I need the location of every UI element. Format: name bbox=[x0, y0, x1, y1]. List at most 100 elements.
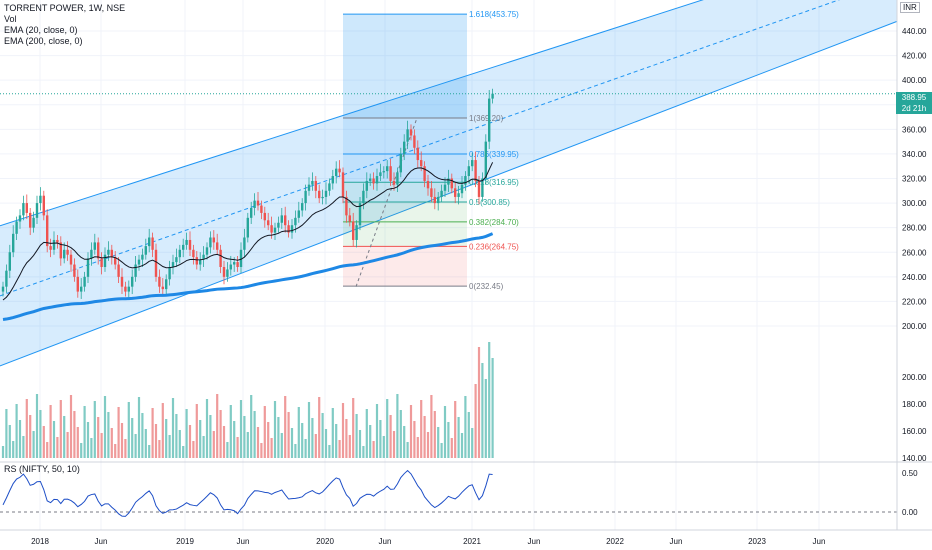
candle-body bbox=[243, 237, 246, 250]
volume-bar bbox=[15, 404, 18, 458]
candle-body bbox=[171, 262, 175, 267]
candle-body bbox=[49, 246, 52, 250]
candle-body bbox=[307, 184, 311, 191]
rs-indicator-label[interactable]: RS (NIFTY, 50, 10) bbox=[4, 464, 80, 474]
volume-bar bbox=[171, 398, 175, 458]
volume-bar bbox=[454, 401, 457, 458]
price-tick-label: 240.00 bbox=[902, 273, 927, 282]
volume-bar bbox=[154, 424, 158, 458]
candle-body bbox=[205, 247, 209, 255]
candle-body bbox=[18, 215, 22, 222]
candle-body bbox=[161, 286, 164, 290]
volume-bar bbox=[243, 416, 246, 458]
candle-body bbox=[430, 188, 433, 197]
candle-body bbox=[114, 257, 117, 265]
candle-body bbox=[260, 205, 263, 213]
volume-bar bbox=[86, 422, 90, 458]
volume-bar bbox=[239, 400, 243, 458]
volume-bar bbox=[474, 384, 477, 458]
volume-bar bbox=[345, 419, 348, 458]
fib-zone bbox=[343, 14, 467, 119]
volume-bar bbox=[124, 439, 127, 458]
candle-body bbox=[134, 264, 137, 277]
last-price: 388.95 bbox=[901, 93, 927, 102]
volume-bar bbox=[199, 420, 202, 458]
volume-bar bbox=[386, 399, 389, 458]
candle-body bbox=[246, 217, 249, 238]
candle-body bbox=[277, 222, 280, 228]
candle-body bbox=[107, 249, 110, 255]
candle-body bbox=[175, 257, 178, 263]
volume-bar bbox=[416, 437, 419, 458]
candle-body bbox=[148, 237, 151, 247]
indicator-ema200[interactable]: EMA (200, close, 0) bbox=[4, 36, 83, 46]
volume-bar bbox=[450, 438, 453, 458]
candle-body bbox=[369, 178, 372, 181]
volume-bar bbox=[120, 423, 124, 458]
candle-body bbox=[239, 249, 243, 267]
candle-body bbox=[69, 254, 73, 265]
ema200-line bbox=[2, 232, 494, 322]
price-tick-label: 260.00 bbox=[902, 248, 927, 257]
candle-body bbox=[199, 259, 202, 265]
indicator-vol[interactable]: Vol bbox=[4, 14, 17, 24]
candle-body bbox=[178, 249, 181, 258]
volume-bar bbox=[440, 443, 443, 458]
candle-body bbox=[409, 129, 413, 136]
candle-body bbox=[202, 254, 205, 260]
candle-body bbox=[32, 217, 35, 228]
volume-bar bbox=[56, 437, 59, 458]
volume-bar bbox=[372, 441, 375, 458]
volume-bar bbox=[491, 358, 494, 458]
volume-bar bbox=[90, 438, 93, 458]
candle-body bbox=[141, 254, 144, 260]
price-tick-label: 280.00 bbox=[902, 224, 927, 233]
candle-body bbox=[443, 184, 447, 191]
candle-body bbox=[219, 249, 222, 267]
candle-body bbox=[467, 166, 470, 177]
candle-body bbox=[474, 160, 477, 181]
volume-bar bbox=[355, 414, 358, 458]
chart-legend: TORRENT POWER, 1W, NSE Vol EMA (20, clos… bbox=[4, 3, 125, 47]
ema-lines bbox=[2, 162, 494, 322]
candle-body bbox=[318, 190, 321, 199]
candle-body bbox=[450, 178, 453, 189]
candle-body bbox=[477, 180, 481, 197]
currency-button[interactable]: INR bbox=[900, 2, 920, 13]
candle-body bbox=[294, 217, 297, 226]
candle-body bbox=[185, 239, 188, 245]
volume-bar bbox=[76, 427, 79, 458]
volume-bar bbox=[335, 424, 338, 458]
candle-body bbox=[253, 200, 256, 208]
channel-upper-line bbox=[0, 0, 704, 227]
candle-body bbox=[59, 242, 62, 259]
candle-body bbox=[457, 193, 460, 197]
indicator-ema20[interactable]: EMA (20, close, 0) bbox=[4, 25, 78, 35]
candle-body bbox=[440, 190, 443, 197]
candle-body bbox=[83, 276, 86, 287]
volume-bar bbox=[236, 437, 239, 458]
volume-bar bbox=[369, 425, 372, 458]
candle-body bbox=[362, 190, 365, 204]
volume-bar bbox=[151, 408, 154, 458]
volume-bar bbox=[273, 401, 277, 458]
candle-body bbox=[39, 195, 42, 204]
candle-body bbox=[8, 252, 11, 271]
candle-body bbox=[100, 258, 103, 267]
volume-bar bbox=[18, 420, 22, 458]
candle-body bbox=[355, 225, 358, 240]
fib-zone bbox=[343, 202, 467, 222]
candle-body bbox=[117, 264, 120, 277]
volume-bar bbox=[35, 394, 39, 458]
volume-bar bbox=[144, 429, 147, 458]
volume-bar bbox=[161, 403, 164, 458]
volume-bar bbox=[314, 434, 317, 458]
rs-tick-label: 0.00 bbox=[902, 508, 918, 517]
volume-bar bbox=[477, 347, 481, 458]
candle-body bbox=[56, 239, 59, 243]
candle-body bbox=[488, 98, 491, 142]
candle-body bbox=[63, 249, 66, 259]
volume-bar bbox=[80, 443, 83, 458]
volume-bar bbox=[195, 404, 198, 458]
